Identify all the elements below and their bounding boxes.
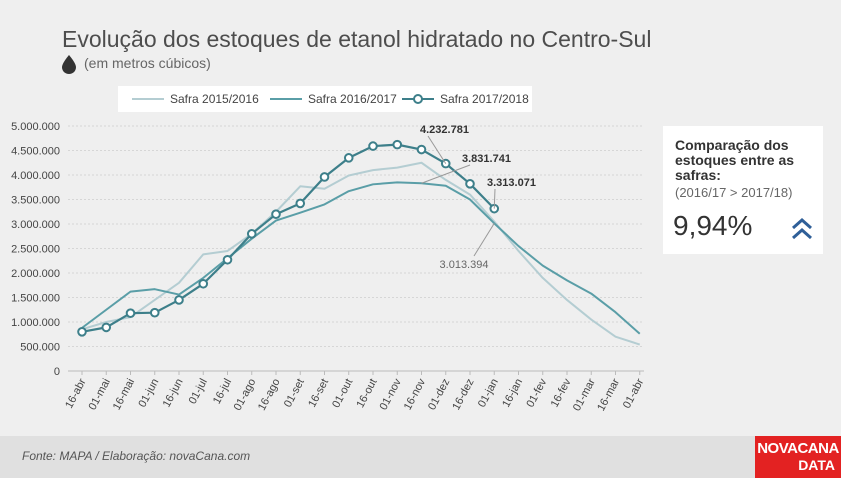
series-line [81,161,641,346]
chart-grid [68,125,644,372]
x-tick-label: 01-abr [621,376,647,410]
x-tick-label: 16-jan [500,377,525,410]
x-tick-label: 16-out [354,377,379,410]
y-tick-label: 1.500.000 [11,293,60,305]
chart-series [77,139,641,346]
x-tick-label: 16-fev [549,376,574,409]
annotation-leader [421,164,471,184]
y-tick-label: 1.000.000 [11,317,60,329]
data-point [101,322,112,333]
logo-line2: DATA [798,457,835,473]
x-tick-label: 16-mar [595,376,622,413]
data-point [77,327,87,337]
legend-swatch [402,94,434,104]
data-point [125,308,136,318]
data-label: 4.232.781 [420,124,469,136]
data-point [392,139,403,150]
y-tick-label: 0 [54,366,60,378]
data-point [149,307,160,318]
legend-label: Safra 2017/2018 [440,92,529,106]
y-tick-label: 4.000.000 [11,170,60,182]
x-tick-label: 01-ago [232,377,259,413]
x-tick-label: 16-jul [211,377,234,406]
series-line [81,143,496,333]
source-text: Fonte: MAPA / Elaboração: novaCana.com [22,449,251,463]
y-tick-label: 3.000.000 [11,219,60,231]
x-tick-label: 16-mai [111,377,137,412]
data-label: 3.013.394 [440,259,489,271]
data-point [465,179,475,189]
double-chevron-up-icon [792,217,812,240]
novacana-logo: NOVACANA DATA [755,436,841,478]
x-tick-label: 01-fev [524,376,549,409]
y-tick-label: 5.000.000 [11,121,60,133]
data-label: 3.831.741 [462,153,511,165]
annotation-leader [427,135,447,164]
x-tick-label: 01-jan [476,377,501,410]
legend-item-2016-2017: Safra 2016/2017 [268,86,398,112]
legend-item-2015-2016: Safra 2015/2016 [130,86,260,112]
x-tick-label: 01-jun [136,377,161,410]
data-point [222,254,233,265]
comparison-panel: Comparação dos estoques entre as safras:… [663,126,823,254]
annotation-leader [473,223,495,257]
legend-swatch [270,98,302,100]
x-tick-label: 16-jun [161,377,186,410]
x-tick-label: 16-dez [450,377,476,412]
x-tick-label: 01-nov [378,376,405,412]
data-point [174,295,184,305]
panel-title: Comparação dos estoques entre as safras: [675,137,795,183]
legend-item-2017-2018: Safra 2017/2018 [400,86,530,112]
line-chart: 0 500.000 1.000.000 1.500.000 2.000.000 2.500… [11,121,647,413]
data-label: 3.313.071 [487,177,536,189]
data-point [198,278,209,289]
logo-line1: NOVACANA [757,440,839,457]
y-tick-label: 2.000.000 [11,268,60,280]
series-line [81,181,641,335]
x-tick-label: 01-set [282,377,307,410]
chart-title: Evolução dos estoques de etanol hidratad… [62,26,652,52]
chart-legend: Safra 2015/2016 Safra 2016/2017 Safra 20… [118,86,532,112]
chart-subtitle: (em metros cúbicos) [84,55,211,71]
x-tick-label: 16-set [306,377,331,410]
panel-value: 9,94% [673,210,753,241]
x-tick-label: 16-abr [63,376,89,410]
y-tick-label: 500.000 [20,342,60,354]
y-tick-label: 3.500.000 [11,195,60,207]
legend-label: Safra 2015/2016 [170,92,259,106]
data-point [295,198,306,209]
y-tick-label: 2.500.000 [11,244,60,256]
x-tick-label: 01-jul [187,377,210,406]
legend-swatch [132,98,164,100]
x-tick-label: 16-nov [402,376,429,412]
data-point [416,144,427,155]
x-tick-label: 01-mar [571,376,598,413]
x-tick-label: 16-ago [256,377,283,413]
data-point [271,209,281,219]
y-tick-label: 4.500.000 [11,146,60,158]
legend-label: Safra 2016/2017 [308,92,397,106]
y-axis: 0 500.000 1.000.000 1.500.000 2.000.000 2.500… [11,121,60,378]
chart-annotations: 4.232.781 3.831.741 3.313.071 3.013.394 [420,124,536,271]
data-point [319,172,330,182]
drop-icon [62,55,76,74]
panel-comparison: (2016/17 > 2017/18) [675,185,793,200]
data-point [246,229,257,239]
x-tick-label: 01-mai [87,377,113,412]
x-tick-label: 01-dez [426,377,452,412]
annotation-leader [493,188,496,209]
footer: Fonte: MAPA / Elaboração: novaCana.com [0,436,841,478]
data-point [368,141,378,151]
data-point [343,153,354,163]
x-tick-label: 01-out [330,377,355,410]
